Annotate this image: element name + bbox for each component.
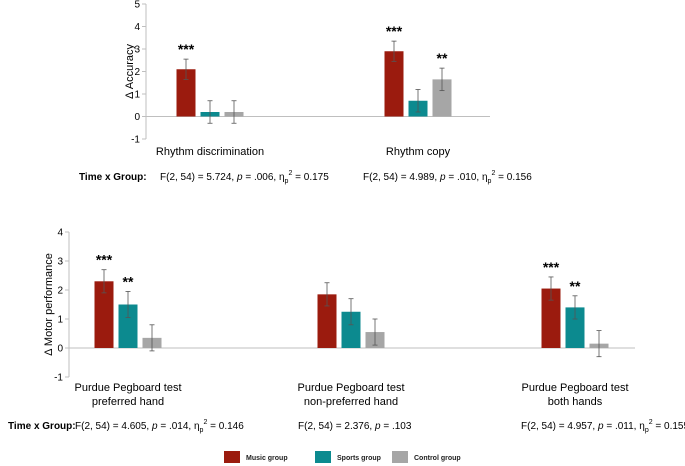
bar-music-group: [384, 51, 404, 117]
stats-f: F(2, 54) = 2.376,: [298, 421, 375, 432]
category-label-line: Purdue Pegboard test: [297, 382, 404, 394]
stats-sub: p: [200, 427, 204, 434]
y-tick-label: 1: [134, 90, 140, 101]
stats-f: F(2, 54) = 5.724,: [160, 172, 237, 183]
y-tick-label: 2: [57, 286, 63, 297]
stats-p: p: [439, 172, 446, 183]
stats-post: = 0.175: [292, 172, 329, 183]
y-tick-label: 2: [134, 67, 140, 78]
category-label: Rhythm copy: [386, 146, 451, 158]
bar-control-group: [432, 79, 452, 117]
bar-sports-group: [341, 311, 361, 348]
stats-sup: 2: [491, 170, 495, 177]
y-tick-label: 4: [134, 22, 140, 33]
y-tick-label: 4: [57, 228, 63, 239]
stats-post: = 0.146: [207, 421, 244, 432]
bar-sports-group: [565, 307, 585, 348]
category-label: Purdue Pegboard test both hands: [521, 382, 628, 408]
stats-mid: = .014, η: [158, 421, 200, 432]
category-label-line: Purdue Pegboard test: [521, 382, 628, 394]
stats-text: F(2, 54) = 4.605, p = .014, ηp2 = 0.146: [75, 419, 244, 434]
stats-p: p: [597, 421, 604, 432]
category-label: Purdue Pegboard test non-preferred hand: [297, 382, 404, 408]
category-label-line: Purdue Pegboard test: [74, 382, 181, 394]
y-tick-label: 0: [57, 344, 63, 355]
category-label: Rhythm discrimination: [156, 146, 264, 158]
y-tick-label: 0: [134, 112, 140, 123]
category-label-line: preferred hand: [92, 396, 164, 408]
stats-post: = 0.156: [495, 172, 532, 183]
legend-swatch-sports-group: [315, 451, 331, 463]
stats-sub: p: [488, 178, 492, 185]
bar-sports-group: [118, 304, 138, 348]
y-tick-label: 3: [57, 257, 63, 268]
category-label: Purdue Pegboard test preferred hand: [74, 382, 181, 408]
stats-sup: 2: [649, 419, 653, 426]
stats-text: F(2, 54) = 4.957, p = .011, ηp2 = 0.155: [521, 419, 685, 434]
stats-p: p: [236, 172, 243, 183]
bar-music-group: [94, 281, 114, 348]
significance-marker: **: [437, 50, 448, 66]
y-axis-label: Δ Accuracy: [124, 43, 136, 99]
legend-swatch-music-group: [224, 451, 240, 463]
legend-label: Sports group: [337, 455, 381, 462]
stats-sub: p: [645, 427, 649, 434]
bar-music-group: [317, 294, 337, 348]
significance-marker: **: [570, 278, 581, 294]
legend-label: Control group: [414, 455, 461, 462]
significance-marker: ***: [96, 252, 113, 268]
y-tick-label: -1: [54, 373, 63, 384]
legend-label: Music group: [246, 455, 288, 462]
stats-mid: = .006, η: [243, 172, 285, 183]
stats-f: F(2, 54) = 4.605,: [75, 421, 152, 432]
y-axis-label: Δ Motor performance: [43, 253, 55, 356]
legend-swatch-control-group: [392, 451, 408, 463]
legend: Music group Sports group Control group: [224, 451, 461, 463]
y-tick-label: 3: [134, 45, 140, 56]
significance-marker: ***: [543, 259, 560, 275]
stats-p: p: [151, 421, 158, 432]
stats-text: F(2, 54) = 4.989, p = .010, ηp2 = 0.156: [363, 170, 532, 185]
y-tick-label: 5: [134, 0, 140, 11]
stats-f: F(2, 54) = 4.957,: [521, 421, 598, 432]
stats-f: F(2, 54) = 4.989,: [363, 172, 440, 183]
stats-row-label: Time x Group:: [79, 172, 147, 183]
stats-row-label: Time x Group:: [8, 421, 76, 432]
category-label-line: non-preferred hand: [304, 396, 398, 408]
bar-music-group: [541, 288, 561, 348]
stats-mid: = .103: [381, 421, 412, 432]
significance-marker: **: [123, 273, 134, 289]
stats-post: = 0.155: [653, 421, 685, 432]
significance-marker: ***: [386, 23, 403, 39]
significance-marker: ***: [178, 41, 195, 57]
stats-sup: 2: [203, 419, 207, 426]
stats-sup: 2: [288, 170, 292, 177]
stats-mid: = .011, η: [604, 421, 645, 432]
y-tick-label: -1: [131, 135, 140, 146]
category-label-line: both hands: [548, 396, 603, 408]
stats-text: F(2, 54) = 2.376, p = .103: [298, 421, 412, 432]
stats-mid: = .010, η: [446, 172, 488, 183]
stats-sub: p: [285, 178, 289, 185]
bar-music-group: [176, 69, 196, 117]
y-tick-label: 1: [57, 315, 63, 326]
stats-p: p: [374, 421, 381, 432]
stats-text: F(2, 54) = 5.724, p = .006, ηp2 = 0.175: [160, 170, 329, 185]
